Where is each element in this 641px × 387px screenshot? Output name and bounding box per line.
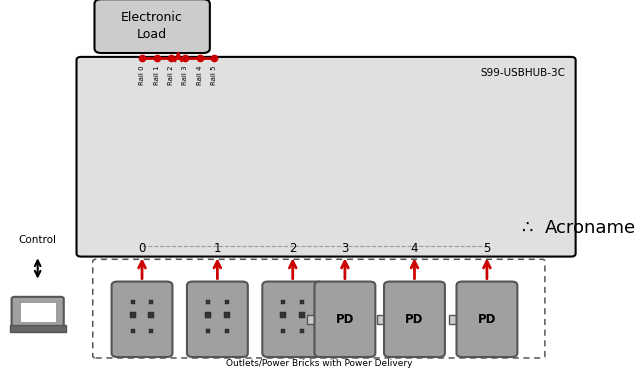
FancyBboxPatch shape [456,282,517,357]
Text: S99-USBHUB-3C: S99-USBHUB-3C [480,68,565,78]
Text: PD: PD [478,313,496,326]
Text: Rail 4: Rail 4 [197,66,203,85]
Text: Rail 2: Rail 2 [168,66,174,85]
FancyBboxPatch shape [94,0,210,53]
FancyBboxPatch shape [20,302,56,322]
Text: 2: 2 [289,242,297,255]
FancyBboxPatch shape [76,57,576,257]
Bar [10,325,65,332]
Text: Electronic
Load: Electronic Load [121,11,183,41]
Text: 4: 4 [411,242,418,255]
FancyBboxPatch shape [112,282,172,357]
FancyBboxPatch shape [187,282,248,357]
Text: Rail 1: Rail 1 [153,66,160,86]
FancyBboxPatch shape [449,315,463,324]
Text: Rail 3: Rail 3 [183,66,188,86]
Text: Rail 5: Rail 5 [212,66,217,85]
FancyBboxPatch shape [315,282,376,357]
Text: Rail 0: Rail 0 [139,66,145,86]
FancyBboxPatch shape [262,282,323,357]
Text: PD: PD [405,313,424,326]
Text: Acroname: Acroname [545,219,636,237]
Text: 3: 3 [341,242,349,255]
FancyBboxPatch shape [384,282,445,357]
Text: 1: 1 [213,242,221,255]
Text: ∴: ∴ [522,219,533,237]
Text: 5: 5 [483,242,490,255]
Text: PD: PD [336,313,354,326]
FancyBboxPatch shape [307,315,321,324]
FancyBboxPatch shape [12,297,63,327]
FancyBboxPatch shape [376,315,390,324]
Text: Control: Control [19,235,56,245]
Text: Outlets/Power Bricks with Power Delivery: Outlets/Power Bricks with Power Delivery [226,359,412,368]
Text: 0: 0 [138,242,146,255]
